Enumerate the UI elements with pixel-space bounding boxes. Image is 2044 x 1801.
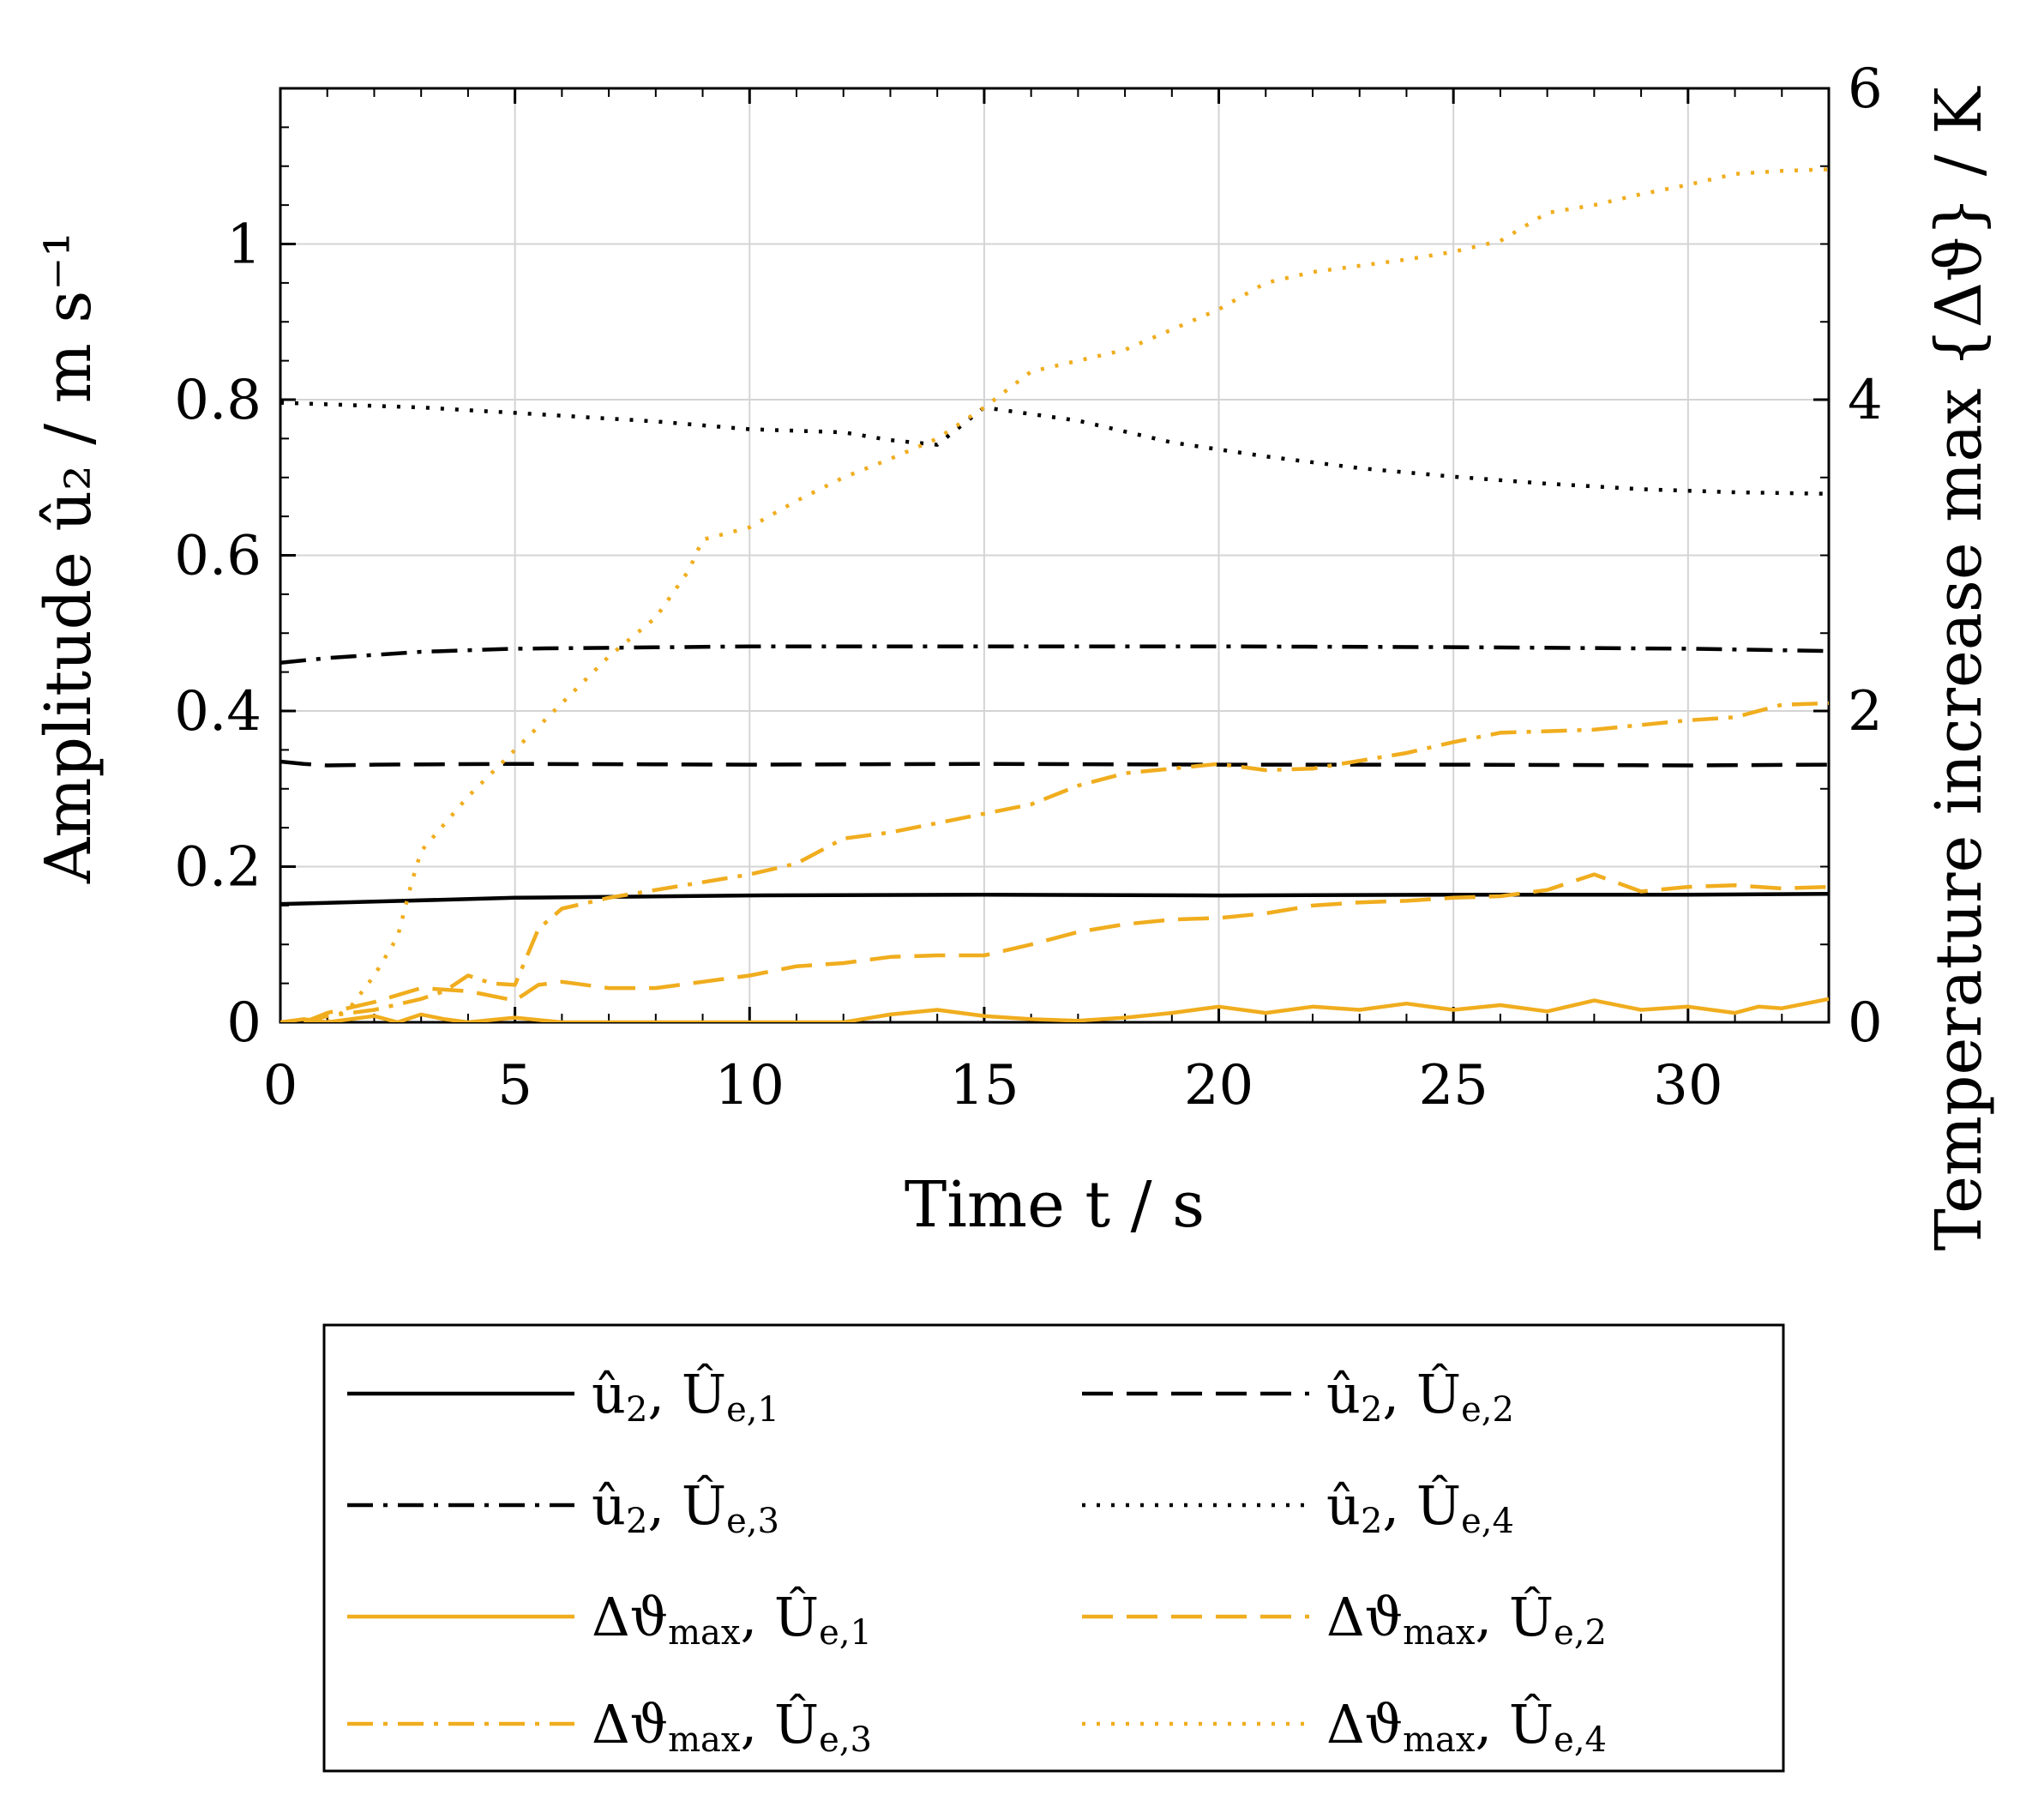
y-tick-label: 0.4 (174, 680, 262, 744)
series-line (280, 997, 1829, 1022)
legend-label: Δϑmax, Ûe,1 (592, 1586, 872, 1653)
legend-frame (322, 1323, 1785, 1773)
legend-item: Δϑmax, Ûe,3 (347, 1693, 872, 1760)
y-tick-label: 0.8 (174, 369, 262, 432)
legend-item: û2, Ûe,3 (347, 1474, 779, 1541)
legend-label: û2, Ûe,4 (1326, 1474, 1514, 1541)
legend-label-sub: max (668, 1720, 741, 1760)
y2-axis-title: Temperature increase max {Δϑ} / K (1922, 86, 1996, 1251)
legend-label-part: Δϑ (1326, 1586, 1403, 1648)
legend-label-sub: e,3 (819, 1720, 872, 1760)
y2-tick-label: 2 (1848, 680, 1883, 744)
legend-label-part: , (1382, 1363, 1416, 1425)
legend-label: û2, Ûe,2 (1326, 1363, 1514, 1430)
legend-label-part: Û (774, 1693, 819, 1756)
legend-label-sub: max (1403, 1613, 1476, 1653)
legend-label-sub: e,3 (726, 1502, 779, 1541)
x-axis-title: Time t / s (905, 1168, 1205, 1242)
legend-label-part: , (647, 1474, 681, 1537)
legend-label-part: , (1475, 1693, 1508, 1756)
legend-label-part: Δϑ (592, 1693, 668, 1756)
series-line (280, 401, 1829, 497)
legend-label-part: , (1382, 1474, 1416, 1537)
legend-label-sub: max (1403, 1720, 1476, 1760)
legend-label-part: û (592, 1363, 626, 1425)
x-tick-label: 5 (497, 1054, 532, 1117)
x-axis-ticks: 0 5 10 15 20 25 30 (263, 88, 1723, 1117)
legend-label-part: Δϑ (592, 1586, 668, 1648)
legend-item: û2, Ûe,2 (1082, 1363, 1514, 1430)
legend-label-sub: 2 (1361, 1390, 1382, 1430)
legend-label-part: Û (774, 1586, 819, 1648)
legend-label-part: Û (682, 1474, 726, 1537)
legend-label-sub: e,2 (1461, 1390, 1514, 1430)
y2-tick-label: 0 (1848, 991, 1883, 1055)
legend-label-sub: e,1 (819, 1613, 872, 1653)
y2-tick-label: 4 (1848, 369, 1883, 432)
legend-label-part: Û (682, 1363, 726, 1425)
legend-label: Δϑmax, Ûe,2 (1326, 1586, 1607, 1653)
y-axis-title: Amplitude û₂ / m s⁻¹ (32, 232, 105, 884)
x-tick-label: 20 (1184, 1054, 1253, 1117)
legend-label-sub: 2 (1361, 1502, 1382, 1541)
legend-label-part: , (1475, 1586, 1508, 1648)
legend-label-part: , (647, 1363, 681, 1425)
legend-item: û2, Ûe,1 (347, 1363, 779, 1430)
y-tick-label: 0.6 (174, 525, 262, 588)
legend-label: û2, Ûe,1 (592, 1363, 779, 1430)
data-series (280, 167, 1829, 1022)
legend-label-sub: max (668, 1613, 741, 1653)
x-tick-label: 15 (949, 1054, 1019, 1117)
legend-label-part: Δϑ (1326, 1693, 1403, 1756)
series-line (280, 892, 1829, 907)
legend-label-part: Û (1416, 1363, 1461, 1425)
legend-label-sub: 2 (626, 1502, 647, 1541)
legend-item: Δϑmax, Ûe,2 (1082, 1586, 1607, 1653)
x-tick-label: 10 (715, 1054, 785, 1117)
legend-label-part: Û (1509, 1693, 1554, 1756)
y-tick-label: 0.2 (174, 836, 262, 900)
y-tick-label: 0 (226, 991, 262, 1055)
y-axis-ticks: 0 0.2 0.4 0.6 0.8 1 (174, 214, 296, 1055)
y2-tick-label: 6 (1848, 57, 1883, 121)
legend-label-part: , (740, 1586, 773, 1648)
legend-item: Δϑmax, Ûe,4 (1082, 1693, 1607, 1760)
series-line (280, 759, 1829, 768)
legend-label: û2, Ûe,3 (592, 1474, 779, 1541)
y2-axis-ticks: 0 2 4 6 (1813, 57, 1883, 1055)
legend-label-sub: 2 (626, 1390, 647, 1430)
legend-label-sub: e,2 (1554, 1613, 1607, 1653)
legend-label-part: , (740, 1693, 773, 1756)
series-line (303, 872, 1829, 1022)
legend-label-part: û (1326, 1474, 1361, 1537)
legend-label-part: û (592, 1474, 626, 1537)
y-tick-label: 1 (226, 214, 262, 277)
legend-item: û2, Ûe,4 (1082, 1474, 1514, 1541)
legend-label: Δϑmax, Ûe,4 (1326, 1693, 1607, 1760)
legend-item: Δϑmax, Ûe,1 (347, 1586, 872, 1653)
legend-label-part: Û (1416, 1474, 1461, 1537)
legend-label-sub: e,4 (1554, 1720, 1607, 1760)
legend-label-sub: e,1 (726, 1390, 779, 1430)
series-line (280, 644, 1829, 665)
legend-label-sub: e,4 (1461, 1502, 1514, 1541)
x-tick-label: 30 (1653, 1054, 1722, 1117)
legend-label: Δϑmax, Ûe,3 (592, 1693, 872, 1760)
legend-label-part: û (1326, 1363, 1361, 1425)
x-tick-label: 25 (1418, 1054, 1488, 1117)
legend-label-part: Û (1509, 1586, 1554, 1648)
x-tick-label: 0 (263, 1054, 298, 1117)
grid (280, 88, 1829, 1022)
series-line (303, 701, 1829, 1022)
